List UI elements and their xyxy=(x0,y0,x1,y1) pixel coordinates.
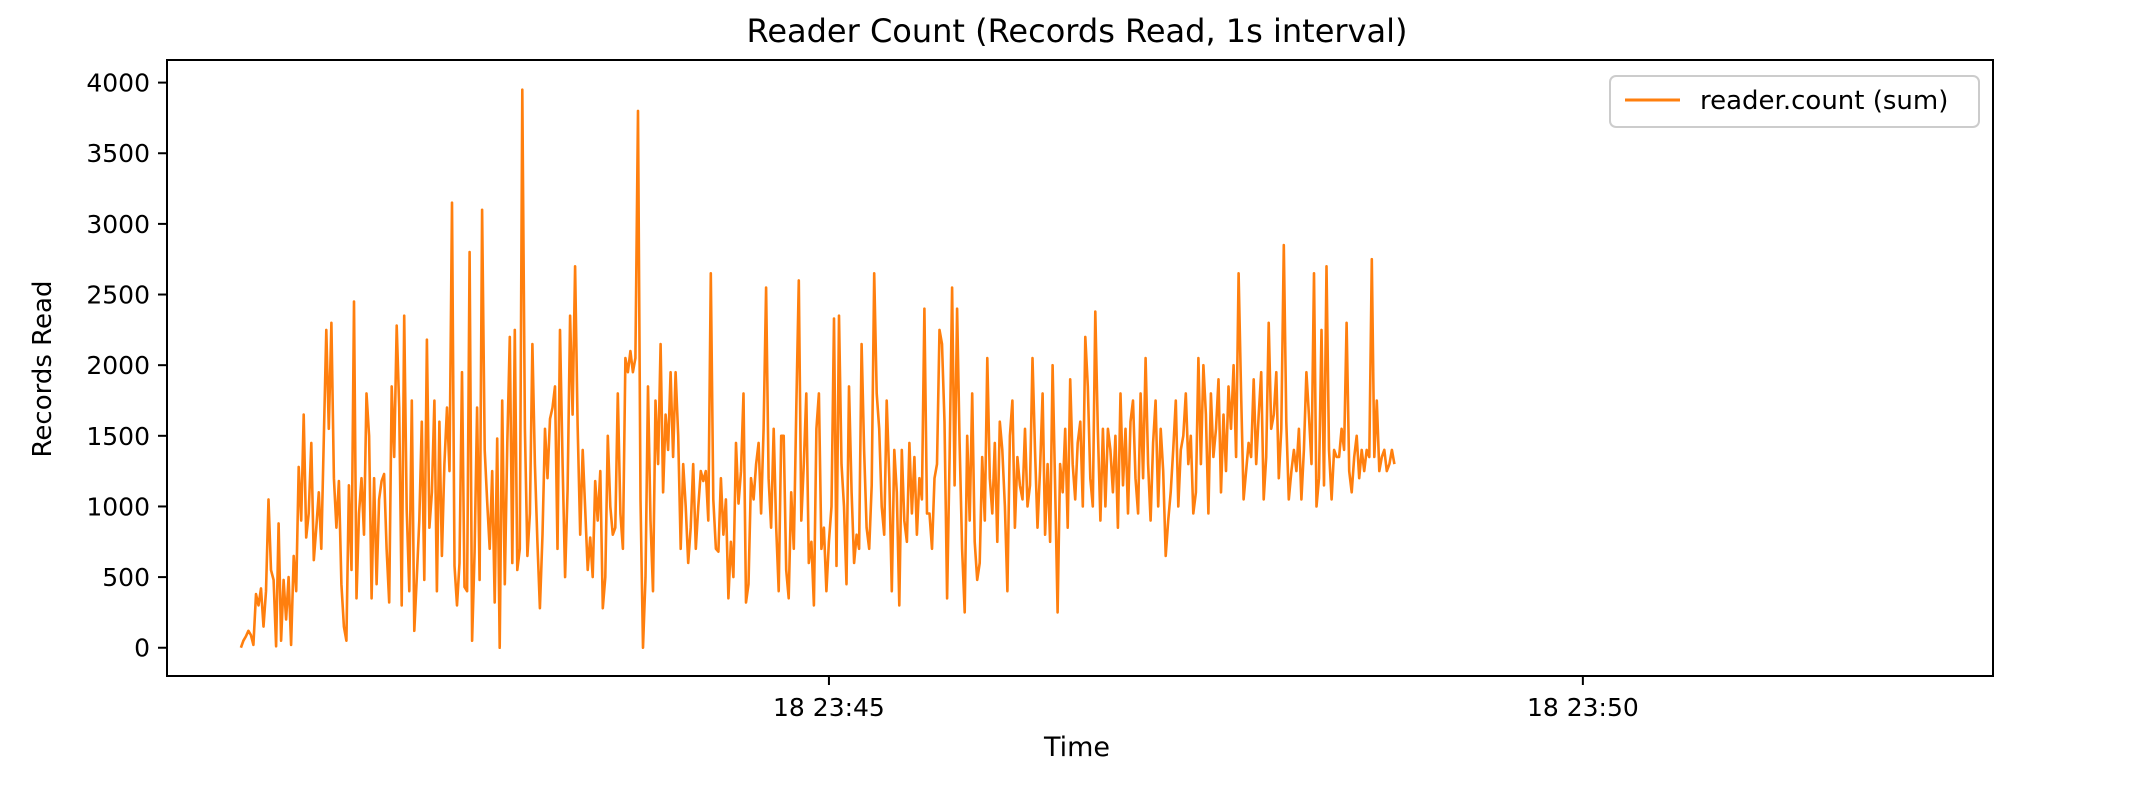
y-tick-label: 3000 xyxy=(86,210,150,239)
y-tick-label: 500 xyxy=(102,563,150,592)
y-tick-label: 0 xyxy=(134,634,150,663)
y-tick-label: 2000 xyxy=(86,351,150,380)
x-axis-label: Time xyxy=(1043,732,1110,763)
chart-title: Reader Count (Records Read, 1s interval) xyxy=(747,12,1408,50)
y-axis-label: Records Read xyxy=(28,281,58,458)
y-tick-label: 1500 xyxy=(86,422,150,451)
y-tick-label: 2500 xyxy=(86,281,150,310)
legend-label: reader.count (sum) xyxy=(1700,86,1948,116)
plot-area: 0 500 1000 1500 2000 2500 3000 3500 4000 18 23:4… xyxy=(86,59,1994,722)
series-line-0 xyxy=(239,88,1396,650)
x-tick-label: 18 23:45 xyxy=(773,693,885,722)
legend-box xyxy=(1609,75,1980,128)
legend: reader.count (sum) xyxy=(1609,75,1980,128)
x-axis: 18 23:45 18 23:50 xyxy=(773,676,1639,722)
series-group xyxy=(239,88,1396,650)
plot-frame xyxy=(166,59,1994,677)
y-tick-label: 4000 xyxy=(86,69,150,98)
y-tick-label: 1000 xyxy=(86,492,150,521)
y-axis: 0 500 1000 1500 2000 2500 3000 3500 4000 xyxy=(86,69,167,663)
x-tick-label: 18 23:50 xyxy=(1527,693,1639,722)
y-tick-label: 3500 xyxy=(86,139,150,168)
